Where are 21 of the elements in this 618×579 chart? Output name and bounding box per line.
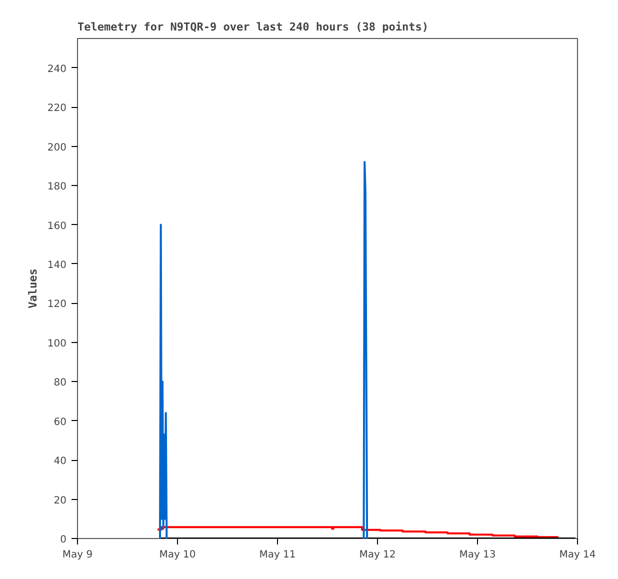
y-tick-label: 220 bbox=[47, 103, 67, 114]
y-tick-label: 20 bbox=[54, 495, 67, 506]
y-tick-label: 100 bbox=[47, 338, 67, 350]
x-tick-label: May 10 bbox=[159, 550, 196, 560]
x-tick-label: May 9 bbox=[62, 550, 93, 560]
y-tick-label: 160 bbox=[47, 220, 67, 232]
x-tick-label: May 12 bbox=[359, 550, 396, 560]
y-tick-label: 180 bbox=[47, 182, 67, 193]
y-axis-title: Values bbox=[26, 268, 40, 308]
y-tick-label: 140 bbox=[47, 260, 67, 271]
y-tick-label: 120 bbox=[47, 299, 67, 310]
y-tick-label: 60 bbox=[54, 416, 67, 428]
y-tick-label: 0 bbox=[60, 534, 67, 546]
x-tick-label: May 13 bbox=[459, 550, 496, 560]
y-tick-label: 80 bbox=[54, 378, 67, 389]
x-tick-label: May 11 bbox=[259, 550, 296, 560]
x-tick-label: May 14 bbox=[559, 550, 596, 560]
chart-title: Telemetry for N9TQR-9 over last 240 hours (38 points) bbox=[78, 20, 428, 34]
y-tick-label: 40 bbox=[54, 456, 67, 468]
y-tick-label: 200 bbox=[47, 142, 67, 154]
y-tick-label: 240 bbox=[47, 64, 67, 75]
